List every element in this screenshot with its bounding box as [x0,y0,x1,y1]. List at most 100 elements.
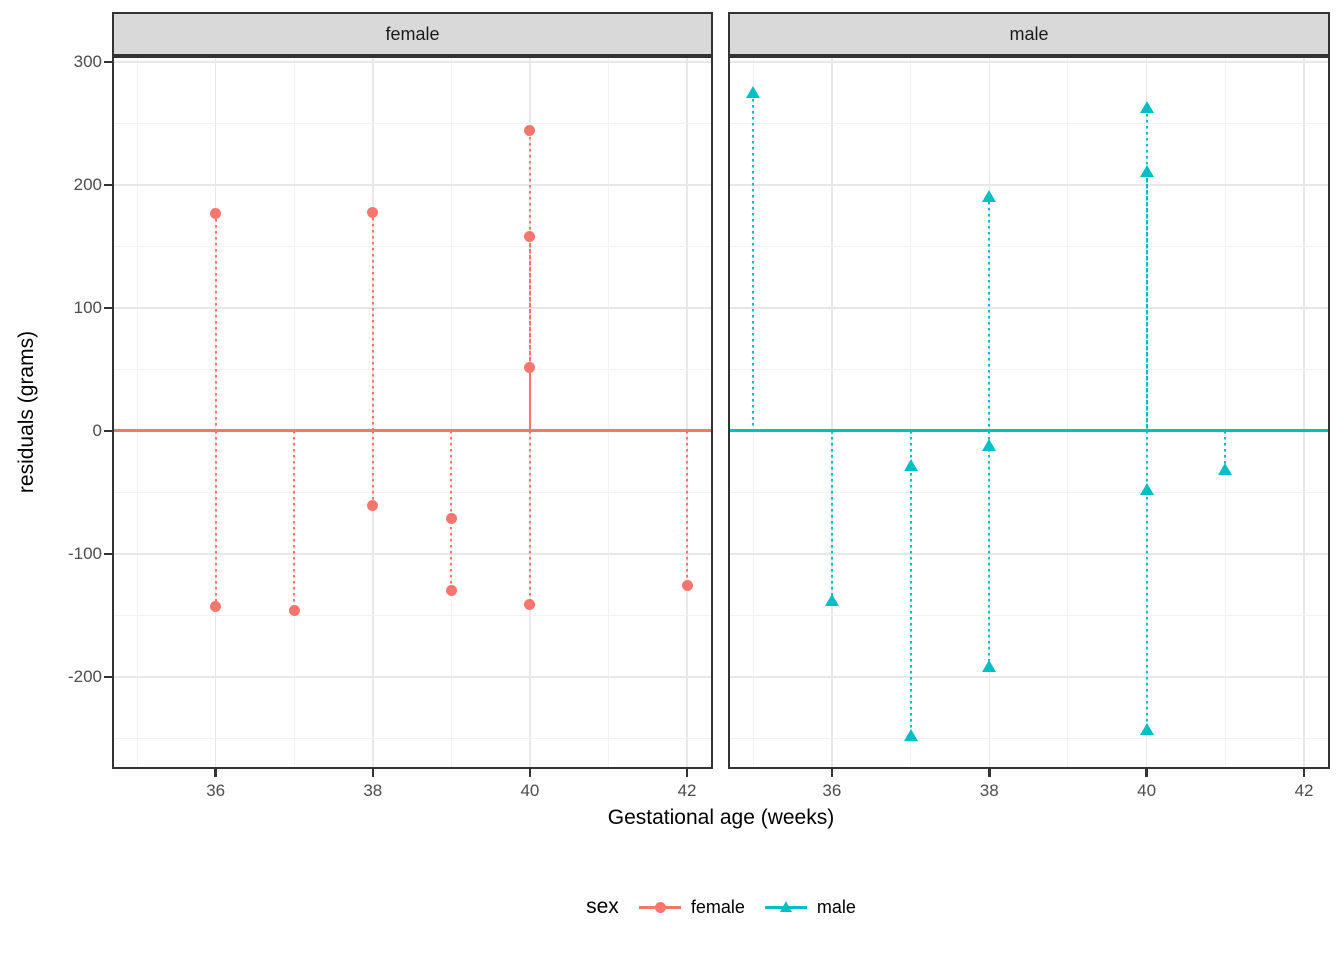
lollipop-stem [528,236,531,431]
x-tick [830,769,834,777]
data-point-circle [524,231,536,243]
lollipop-stem [214,213,217,431]
lollipop-stem [528,430,531,605]
x-tick-label: 38 [363,781,383,800]
gridline-major-x [831,56,833,769]
y-tick-label: 100 [73,298,102,317]
gridline-major-y [112,553,713,555]
facet-strip-label: female [385,23,440,44]
lollipop-stem [1145,171,1148,431]
data-point-triangle [824,594,839,607]
data-point-circle [524,361,536,373]
facet-strip-label: male [1009,23,1049,44]
zero-reference-line [728,429,1330,433]
x-tick-label: 40 [1137,781,1157,800]
gridline-minor-x [136,56,138,769]
data-point-circle [524,598,536,610]
panel-background [728,56,1330,769]
gridline-minor-y [112,246,713,248]
x-tick-label: 36 [206,781,226,800]
data-point-circle [367,500,379,512]
lollipop-stem [752,92,755,431]
lollipop-stem [686,430,689,586]
x-tick-label: 36 [822,781,842,800]
x-tick [988,769,991,777]
lollipop-stem [293,430,296,611]
lollipop-stem [371,212,374,431]
circle-marker-icon [654,902,666,913]
gridline-minor-y [112,737,713,739]
data-point-triangle [746,86,761,99]
lollipop-stem [214,430,217,607]
x-tick-label: 42 [677,781,697,800]
data-point-circle [524,125,536,137]
gridline-minor-y [112,123,713,125]
x-tick [528,769,532,777]
legend-item-female: female [638,896,745,918]
lollipop-stem [988,430,991,667]
lollipop-stem [371,430,374,506]
lollipop-stem [528,367,531,431]
gridline-minor-x [450,56,452,769]
data-point-triangle [903,729,918,742]
x-tick [1302,769,1306,777]
y-tick [104,60,112,64]
gridline-minor-x [1224,56,1226,769]
gridline-minor-y [112,368,713,370]
gridline-major-y [112,61,713,63]
lollipop-stem [1145,430,1148,730]
gridline-major-x [1303,56,1305,769]
gridline-minor-y [112,491,713,493]
data-point-triangle [982,660,997,673]
gridline-major-x [686,56,688,769]
data-point-triangle [903,458,918,471]
data-point-triangle [982,189,997,202]
data-point-circle [210,601,222,613]
data-point-triangle [1139,165,1154,178]
gridline-minor-y [112,614,713,616]
gridline-major-y [728,676,1330,678]
gridline-minor-y [728,246,1330,248]
gridline-minor-x [608,56,609,769]
x-tick [214,769,217,777]
y-tick [104,675,112,679]
x-tick [1145,769,1148,777]
data-point-triangle [1139,101,1154,114]
gridline-major-y [728,61,1330,63]
data-point-circle [288,604,300,616]
data-point-circle [367,206,379,218]
x-axis-title: Gestational age (weeks) [607,806,835,829]
y-tick-label: 0 [92,420,102,440]
gridline-major-y [728,307,1330,309]
legend-label-female: female [690,896,745,917]
legend: sex female male [112,886,1330,928]
x-tick-label: 40 [520,781,540,800]
data-point-circle [445,585,457,597]
gridline-minor-x [910,56,912,769]
lollipop-stem [909,430,912,736]
gridline-minor-x [1067,56,1069,769]
facet-strip: female [112,12,713,56]
y-tick-label: -100 [67,543,102,563]
y-axis-title: residuals (grams) [15,330,38,494]
data-point-triangle [982,439,997,452]
x-tick [685,769,689,777]
lollipop-stem [1224,430,1227,470]
x-tick-label: 42 [1294,781,1314,800]
data-point-circle [210,207,222,219]
y-tick-label: 200 [73,175,102,195]
lollipop-stem [988,196,991,431]
gridline-major-y [728,184,1330,186]
gridline-major-y [728,553,1330,555]
gridline-major-y [112,676,713,678]
x-tick-label: 38 [979,781,999,800]
y-tick-label: 300 [73,52,102,72]
gridline-minor-y [728,491,1330,493]
y-tick [104,183,112,187]
legend-item-male: male [764,896,856,918]
y-tick-label: -200 [67,666,102,686]
y-tick [104,552,112,556]
gridline-minor-y [728,368,1330,370]
zero-reference-line [112,429,713,433]
facet-strip: male [728,12,1330,56]
